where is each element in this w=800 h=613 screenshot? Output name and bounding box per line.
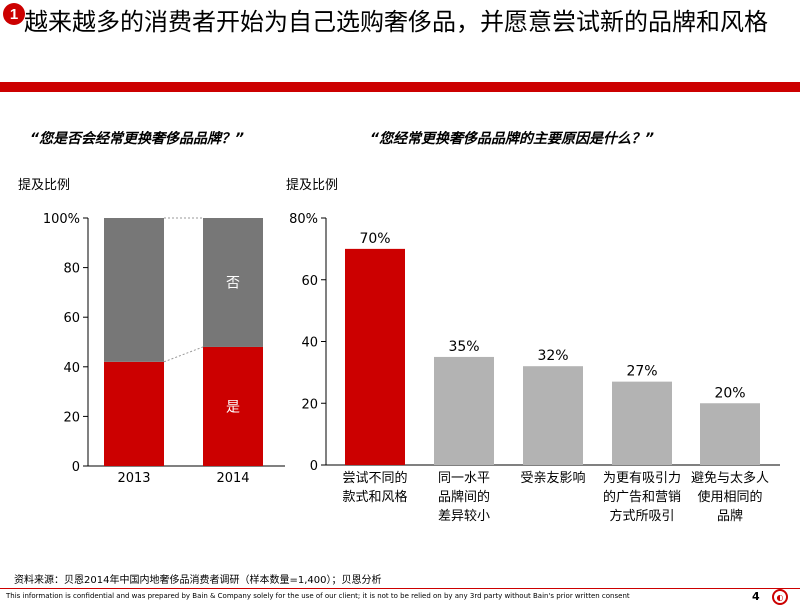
right-bar-data-label: 27% [626, 364, 657, 380]
left-y-tick-label: 20 [63, 410, 80, 425]
left-y-tick-label: 60 [63, 311, 80, 326]
left-bar-segment [104, 218, 164, 362]
right-bar-data-label: 20% [714, 385, 745, 401]
right-x-tick-label: 品牌间的 [438, 489, 490, 505]
left-bar-segment [104, 361, 164, 466]
right-y-tick-label: 60 [301, 274, 318, 289]
left-series-label: 是 [226, 399, 240, 415]
title-divider [0, 82, 800, 92]
left-chart-axis-title: 提及比例 [18, 178, 71, 193]
right-x-tick-label: 方式所吸引 [609, 508, 674, 524]
right-x-tick-label: 品牌 [717, 508, 743, 524]
right-y-tick-label: 40 [301, 336, 318, 351]
right-y-tick-label: 80% [289, 212, 318, 227]
right-bar [345, 248, 405, 465]
right-x-tick-label: 使用相同的 [697, 489, 762, 505]
left-y-tick-label: 100% [43, 212, 80, 227]
footer-divider [0, 588, 800, 589]
left-x-tick-label: 2014 [216, 471, 249, 486]
bain-logo-icon: ◐ [772, 589, 788, 605]
left-y-tick-label: 80 [63, 262, 80, 277]
left-y-tick-label: 0 [72, 460, 80, 475]
left-bar-segment [203, 218, 263, 347]
right-chart-question: “您经常更换奢侈品品牌的主要原因是什么？” [370, 131, 655, 147]
source-note: 资料来源：贝恩2014年中国内地奢侈品消费者调研（样本数量=1,400）；贝恩分… [14, 575, 382, 586]
right-x-tick-label: 受亲友影响 [520, 470, 585, 486]
right-bar [523, 366, 583, 465]
right-bar [434, 356, 494, 465]
right-x-tick-label: 的广告和营销 [603, 489, 681, 505]
right-x-tick-label: 尝试不同的 [342, 470, 407, 486]
right-bar-data-label: 32% [537, 348, 568, 364]
right-x-tick-label: 同一水平 [438, 471, 490, 486]
left-connector-line [163, 346, 204, 363]
right-y-tick-label: 0 [310, 459, 318, 474]
section-number-badge: 1 [3, 3, 25, 25]
page-number: 4 [752, 590, 760, 603]
right-chart-axis-title: 提及比例 [286, 178, 339, 193]
left-bar-segment [203, 346, 263, 466]
right-x-tick-label: 款式和风格 [342, 489, 407, 505]
page-title: 越来越多的消费者开始为自己选购奢侈品，并愿意尝试新的品牌和风格 [24, 8, 768, 36]
left-chart-question: “您是否会经常更换奢侈品品牌？” [30, 131, 245, 147]
right-x-tick-label: 为更有吸引力 [603, 471, 681, 486]
right-bar [700, 403, 760, 465]
left-x-tick-label: 2013 [117, 471, 150, 486]
right-y-tick-label: 20 [301, 397, 318, 412]
left-series-label: 否 [226, 275, 240, 291]
right-x-tick-label: 避免与太多人 [691, 470, 769, 486]
right-bar-data-label: 70% [359, 231, 390, 247]
right-bar-data-label: 35% [448, 339, 479, 355]
right-x-tick-label: 差异较小 [438, 509, 490, 524]
confidentiality-disclaimer: This information is confidential and was… [6, 592, 630, 600]
right-bar [612, 381, 672, 465]
left-y-tick-label: 40 [63, 361, 80, 376]
